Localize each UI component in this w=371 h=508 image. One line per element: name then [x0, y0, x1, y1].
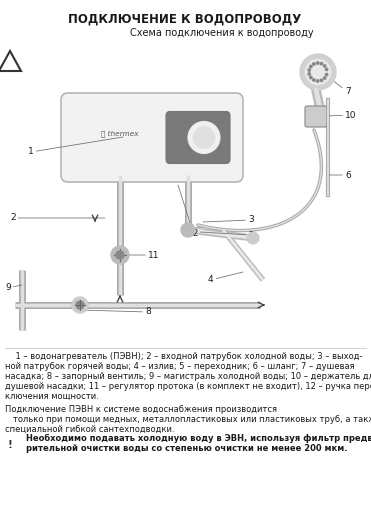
- Text: 10: 10: [325, 111, 357, 119]
- Text: насадка; 8 – запорный вентиль; 9 – магистраль холодной воды; 10 – держатель для: насадка; 8 – запорный вентиль; 9 – магис…: [5, 372, 371, 381]
- Circle shape: [111, 246, 129, 264]
- Text: душевой насадки; 11 – регулятор протока (в комплект не входит), 12 – ручка пере-: душевой насадки; 11 – регулятор протока …: [5, 382, 371, 391]
- Circle shape: [116, 251, 124, 259]
- Circle shape: [76, 301, 84, 309]
- Text: 6: 6: [328, 171, 351, 179]
- Text: !: !: [7, 440, 13, 450]
- Text: 11: 11: [129, 250, 160, 260]
- Text: 5: 5: [200, 231, 254, 239]
- Circle shape: [310, 76, 312, 79]
- Text: Необходимо подавать холодную воду в ЭВН, используя фильтр предва-: Необходимо подавать холодную воду в ЭВН,…: [26, 434, 371, 443]
- Circle shape: [316, 80, 319, 82]
- Circle shape: [324, 77, 326, 79]
- FancyBboxPatch shape: [166, 111, 230, 164]
- Text: Ⓣ thermex: Ⓣ thermex: [101, 130, 139, 137]
- Circle shape: [308, 69, 311, 71]
- Circle shape: [308, 73, 311, 75]
- Text: ключения мощности.: ключения мощности.: [5, 392, 99, 401]
- Circle shape: [72, 297, 88, 313]
- Circle shape: [305, 59, 331, 85]
- Circle shape: [300, 54, 336, 90]
- Circle shape: [188, 121, 220, 153]
- Text: Схема подключения к водопроводу: Схема подключения к водопроводу: [130, 28, 313, 38]
- Text: 1 – водонагреватель (ПЭВН); 2 – входной патрубок холодной воды; 3 – выход-: 1 – водонагреватель (ПЭВН); 2 – входной …: [5, 352, 362, 361]
- Circle shape: [325, 74, 328, 76]
- Text: только при помощи медных, металлопластиковых или пластиковых труб, а также: только при помощи медных, металлопластик…: [5, 415, 371, 424]
- Circle shape: [320, 62, 323, 65]
- Circle shape: [310, 66, 312, 68]
- FancyBboxPatch shape: [305, 106, 327, 127]
- Text: 12: 12: [178, 185, 199, 238]
- Text: Подключение ПЭВН к системе водоснабжения производится: Подключение ПЭВН к системе водоснабжения…: [5, 405, 277, 414]
- Text: 9: 9: [5, 283, 22, 293]
- Circle shape: [324, 65, 326, 67]
- Circle shape: [193, 126, 215, 148]
- Text: 8: 8: [80, 307, 151, 316]
- Text: 7: 7: [332, 80, 351, 97]
- Text: специальной гибкой сантехподводки.: специальной гибкой сантехподводки.: [5, 425, 174, 434]
- Circle shape: [320, 79, 323, 81]
- Circle shape: [313, 63, 315, 65]
- Text: 3: 3: [203, 215, 254, 225]
- Text: ПОДКЛЮЧЕНИЕ К ВОДОПРОВОДУ: ПОДКЛЮЧЕНИЕ К ВОДОПРОВОДУ: [68, 13, 302, 26]
- FancyBboxPatch shape: [61, 93, 243, 182]
- Text: ной патрубок горячей воды; 4 – излив; 5 – переходник; 6 – шланг; 7 – душевая: ной патрубок горячей воды; 4 – излив; 5 …: [5, 362, 355, 371]
- Circle shape: [247, 232, 259, 244]
- Text: рительной очистки воды со степенью очистки не менее 200 мкм.: рительной очистки воды со степенью очист…: [26, 444, 348, 453]
- Circle shape: [181, 223, 195, 237]
- Text: 2: 2: [10, 213, 105, 223]
- Circle shape: [316, 62, 319, 64]
- Text: 4: 4: [208, 272, 243, 284]
- Circle shape: [313, 79, 315, 81]
- Text: 1: 1: [28, 137, 123, 156]
- Circle shape: [325, 68, 328, 71]
